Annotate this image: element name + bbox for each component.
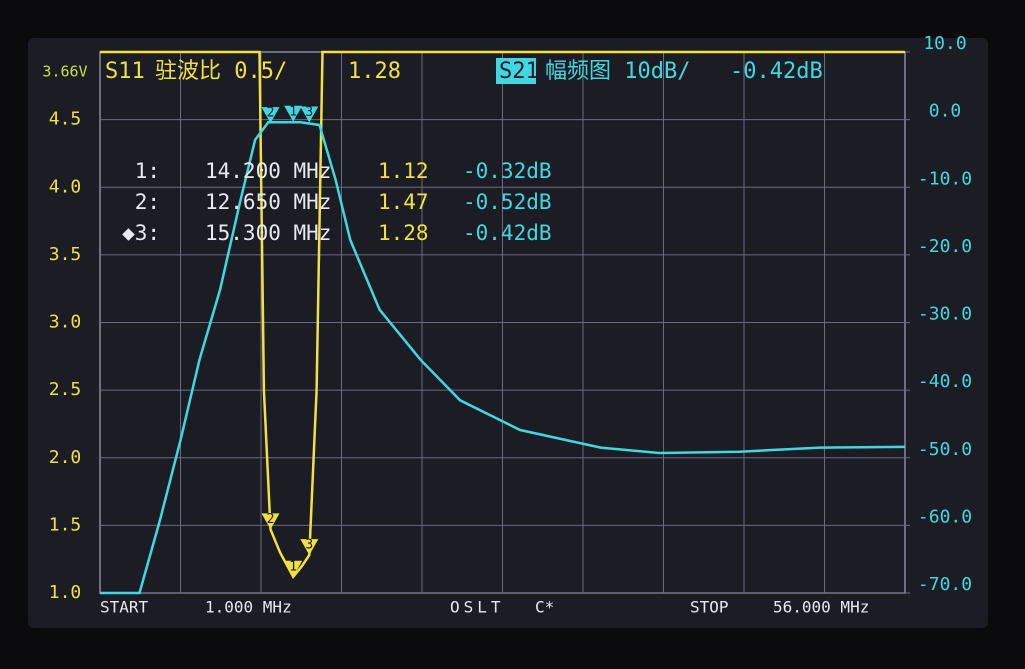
y2-tick-label: 10.0 <box>923 33 966 54</box>
s21-value: -0.42dB <box>730 59 823 84</box>
y-tick-label: 2.5 <box>49 379 82 400</box>
s21-marker <box>300 106 319 123</box>
stop-label: STOP <box>690 598 729 617</box>
s11-marker-label: 2 <box>267 512 275 527</box>
y-tick-label: 2.0 <box>49 447 82 468</box>
marker-cell: -0.32dB <box>463 159 552 183</box>
s11-label: S11 <box>105 59 145 84</box>
s11-marker <box>261 513 280 530</box>
s11-value: 1.28 <box>348 59 401 84</box>
s21-marker <box>284 105 303 122</box>
y2-tick-label: 0.0 <box>929 101 962 122</box>
s21-format: 幅频图 10dB/ <box>545 59 690 84</box>
marker-cell: 1.12 <box>378 159 429 183</box>
marker-cell: ◆3: <box>122 221 160 245</box>
y-tick-label: 3.5 <box>49 244 82 265</box>
marker-cell: 2: <box>135 190 160 214</box>
marker-cell: 14.200 MHz <box>205 159 331 183</box>
s11-format: 驻波比 0.5/ <box>155 59 287 84</box>
battery: 3.66V <box>42 63 87 81</box>
s11-marker <box>284 560 303 577</box>
y-tick-label: 4.5 <box>49 109 82 130</box>
y-tick-label: 1.5 <box>49 514 82 535</box>
cal-label: OSLT <box>450 598 505 617</box>
marker-cell: 1: <box>135 159 160 183</box>
marker-cell: 15.300 MHz <box>205 221 331 245</box>
y2-tick-label: -50.0 <box>918 439 972 460</box>
y2-tick-label: -10.0 <box>918 168 972 189</box>
y2-tick-label: -30.0 <box>918 304 972 325</box>
s11-marker <box>300 539 319 556</box>
y2-tick-label: -60.0 <box>918 506 972 527</box>
s11-marker-label: 3 <box>305 538 313 553</box>
y2-tick-label: -40.0 <box>918 371 972 392</box>
marker-cell: -0.42dB <box>463 221 552 245</box>
s21-marker-label: 1 <box>289 104 297 119</box>
marker-cell: 1.28 <box>378 221 429 245</box>
y-tick-label: 1.0 <box>49 582 82 603</box>
screen <box>28 38 988 628</box>
s21-marker <box>261 107 280 124</box>
y-tick-label: 3.0 <box>49 312 82 333</box>
y-tick-label: 4.0 <box>49 176 82 197</box>
y2-tick-label: -20.0 <box>918 236 972 257</box>
stop-freq: 56.000 MHz <box>773 598 869 617</box>
s21-marker-label: 2 <box>267 106 275 121</box>
trace-s11 <box>100 50 905 580</box>
start-label: START <box>100 598 149 617</box>
marker-cell: -0.52dB <box>463 190 552 214</box>
s11-marker-label: 1 <box>289 559 297 574</box>
s21-label: S21 <box>499 59 539 84</box>
marker-cell: 12.650 MHz <box>205 190 331 214</box>
trace-s21 <box>100 121 906 595</box>
grid <box>99 51 910 594</box>
s21-marker-label: 3 <box>305 105 313 120</box>
s21-highlight <box>496 58 536 84</box>
start-freq: 1.000 MHz <box>205 598 292 617</box>
cal-flag: C* <box>535 598 554 617</box>
marker-cell: 1.47 <box>378 190 429 214</box>
y2-tick-label: -70.0 <box>918 574 972 595</box>
